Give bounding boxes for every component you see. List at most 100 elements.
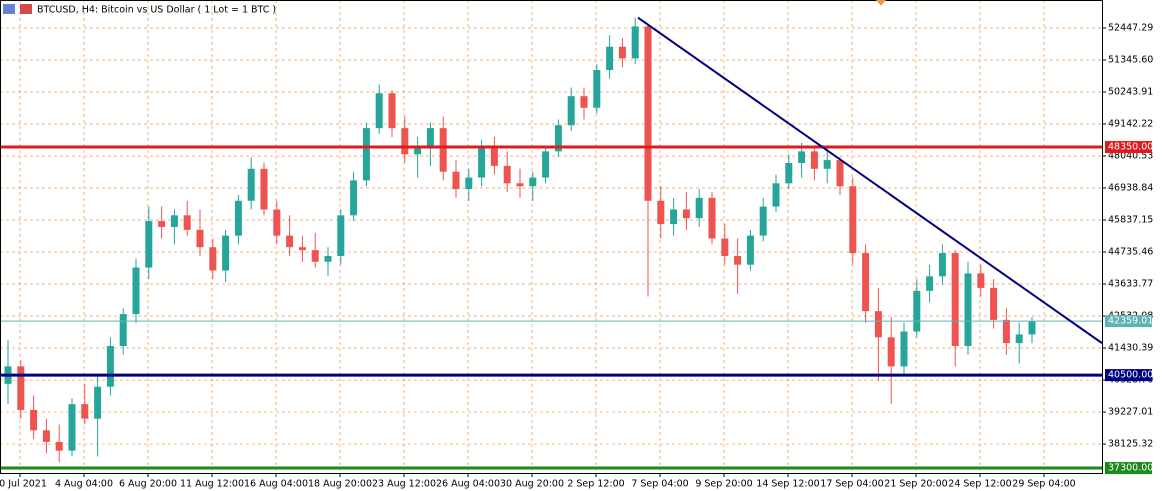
y-tick-label: 43633.77 (1108, 279, 1153, 290)
candle-body (170, 215, 178, 227)
candle-body (606, 46, 614, 71)
candle-body (734, 255, 742, 265)
candle-body (55, 441, 63, 451)
candle-body (644, 26, 652, 201)
y-tick-label: 38125.32 (1108, 439, 1153, 450)
candle-body (798, 151, 806, 163)
candle-body (388, 93, 396, 129)
x-tick-label: 18 Aug 20:00 (308, 479, 372, 490)
candle-body (311, 250, 319, 262)
candle-body (977, 273, 985, 288)
candle-body (362, 128, 370, 181)
y-tick-label: 41430.39 (1108, 343, 1153, 354)
candle-body (1015, 334, 1023, 344)
candle-body (1028, 321, 1036, 335)
candle-body (350, 180, 358, 216)
candle-body (516, 183, 524, 187)
candle-body (196, 229, 204, 248)
candle-body (990, 287, 998, 320)
x-tick-label: 21 Sep 20:00 (884, 479, 947, 490)
x-tick-label: 26 Aug 04:00 (436, 479, 500, 490)
candle-body (222, 235, 230, 271)
candle-body (106, 346, 114, 387)
candle-body (286, 235, 294, 248)
candle-body (708, 197, 716, 239)
price-level-label: 48350.00 (1108, 142, 1153, 153)
y-tick-label: 44735.46 (1108, 247, 1153, 258)
chart-title: BTCUSD, H4: Bitcoin vs US Dollar ( 1 Lot… (37, 5, 276, 16)
candle-body (158, 221, 166, 227)
candle-body (42, 430, 50, 442)
x-tick-label: 30 Aug 20:00 (500, 479, 564, 490)
y-tick-label: 49142.22 (1108, 118, 1153, 129)
candle-body (260, 168, 268, 210)
x-tick-label: 11 Aug 12:00 (180, 479, 244, 490)
candle-body (759, 206, 767, 236)
candle-body (580, 96, 588, 108)
candle-body (785, 162, 793, 184)
candle-body (132, 267, 140, 315)
candle-body (631, 26, 639, 59)
x-tick-label: 29 Sep 04:00 (1012, 479, 1075, 490)
candle-body (567, 96, 575, 126)
price-level-tag (1105, 462, 1152, 475)
candle-body (618, 46, 626, 59)
candle-body (810, 151, 818, 169)
candle-body (862, 253, 870, 312)
candle-body (503, 165, 511, 184)
candle-body (772, 183, 780, 207)
candle-body (273, 209, 281, 236)
plot-area (0, 0, 1103, 473)
candle-body (887, 337, 895, 367)
y-tick-label: 51345.60 (1108, 54, 1153, 65)
price-level-label: 42359.01 (1108, 316, 1153, 327)
candle-body (670, 209, 678, 225)
plot-frame (0, 0, 1103, 474)
x-tick-label: 4 Aug 04:00 (55, 479, 113, 490)
candle-body (68, 404, 76, 451)
candle-body (30, 409, 38, 431)
price-level-tag (1105, 141, 1152, 154)
candle-body (17, 366, 25, 410)
candle-body (951, 253, 959, 347)
x-tick-label: 24 Sep 12:00 (948, 479, 1011, 490)
y-tick-label: 46938.84 (1108, 183, 1153, 194)
candle-body (964, 273, 972, 347)
candle-body (746, 235, 754, 265)
candle-body (657, 200, 665, 225)
candle-body (465, 177, 473, 190)
x-tick-label: 17 Sep 04:00 (820, 479, 883, 490)
shift-marker (876, 0, 886, 6)
candle-body (234, 200, 242, 236)
candle-body (938, 253, 946, 277)
candle-body (695, 197, 703, 219)
candle-body (247, 168, 255, 201)
x-tick-label: 7 Sep 04:00 (631, 479, 688, 490)
candle-body (593, 70, 601, 108)
trend-line (637, 16, 1103, 344)
candle-body (375, 93, 383, 129)
x-tick-label: 30 Jul 2021 (0, 479, 47, 490)
x-tick-label: 16 Aug 04:00 (244, 479, 308, 490)
x-tick-label: 9 Sep 20:00 (695, 479, 752, 490)
price-level-tag (1105, 315, 1152, 328)
candle-body (1002, 319, 1010, 344)
menu-icon[interactable] (3, 4, 15, 14)
candle-body (836, 160, 844, 187)
candle-body (119, 314, 127, 347)
candle-body (926, 276, 934, 291)
x-tick-label: 14 Sep 12:00 (756, 479, 819, 490)
candle-body (478, 148, 486, 178)
candle-body (94, 386, 102, 419)
price-level-label: 37300.00 (1108, 463, 1153, 474)
candle-body (81, 404, 89, 419)
chart-icon[interactable] (20, 4, 32, 14)
candle-body (874, 311, 882, 338)
candle-body (209, 247, 217, 271)
x-tick-label: 23 Aug 12:00 (372, 479, 436, 490)
y-tick-label: 45837.15 (1108, 215, 1153, 226)
candle-body (426, 128, 434, 146)
candle-body (401, 128, 409, 155)
